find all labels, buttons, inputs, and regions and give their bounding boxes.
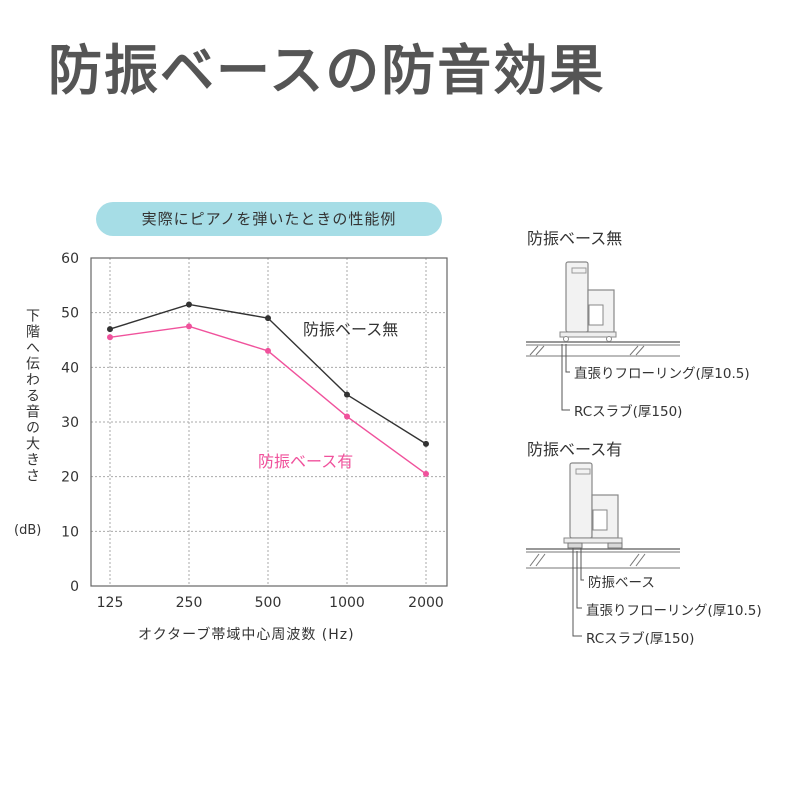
y-tick-label: 20: [61, 470, 79, 486]
y-tick-label: 10: [61, 524, 79, 540]
x-tick-label: 125: [97, 595, 124, 611]
plot-frame: [90, 257, 448, 587]
x-tick-label: 2000: [408, 595, 444, 611]
y-tick-label: 50: [61, 306, 79, 322]
series-1-point: [265, 347, 271, 354]
y-tick-label: 0: [70, 579, 79, 595]
tick-layer: 0 10 20 30 40 50 60 125 250 500 1000 2000: [61, 251, 444, 611]
page-title: 防振ベースの防音効果: [48, 39, 606, 102]
series-0-point: [186, 301, 192, 308]
piano-figure-with-base: [563, 462, 623, 549]
x-tick-label: 1000: [329, 595, 365, 611]
x-tick-label: 250: [176, 595, 203, 611]
x-tick-label: 500: [255, 595, 282, 611]
y-tick-label: 40: [61, 360, 79, 376]
series-0-point: [423, 440, 429, 447]
series-label-without-base: 防振ベース無: [303, 320, 399, 339]
diagram-without-base-title: 防振ベース無: [527, 229, 623, 248]
x-axis-label: オクターブ帯域中心周波数 (Hz): [138, 627, 355, 643]
y-tick-label: 30: [61, 415, 79, 431]
callout-flooring-with-base: 直張りフローリング(厚10.5): [586, 603, 762, 619]
y-axis-unit: (dB): [14, 523, 42, 538]
series-1-point: [344, 413, 350, 420]
y-tick-label: 60: [61, 251, 79, 267]
diagram-without-base: [526, 261, 680, 411]
series-0-point: [344, 391, 350, 398]
grid-layer: [91, 258, 447, 586]
callout-base: 防振ベース: [588, 575, 655, 591]
series-0-point: [265, 315, 271, 322]
series-1-point: [423, 470, 429, 477]
callout-slab-without-base: RCスラブ(厚150): [574, 404, 683, 420]
diagram-with-base-title: 防振ベース有: [527, 440, 623, 459]
series-layer: [107, 301, 429, 477]
y-axis-label: 下階へ伝わる音の大きさ: [24, 308, 40, 484]
floor-section-with-base: [526, 548, 680, 637]
callout-slab-with-base: RCスラブ(厚150): [586, 631, 695, 647]
series-1-point: [186, 323, 192, 330]
series-1-point: [107, 334, 113, 341]
chart-subtitle: 実際にピアノを弾いたときの性能例: [96, 202, 442, 236]
piano-figure-without-base: [559, 261, 617, 342]
floor-section-without-base: [526, 341, 680, 411]
series-0-point: [107, 326, 113, 333]
callout-flooring-without-base: 直張りフローリング(厚10.5): [574, 366, 750, 382]
series-label-with-base: 防振ベース有: [258, 452, 354, 471]
diagram-with-base: [526, 462, 680, 637]
